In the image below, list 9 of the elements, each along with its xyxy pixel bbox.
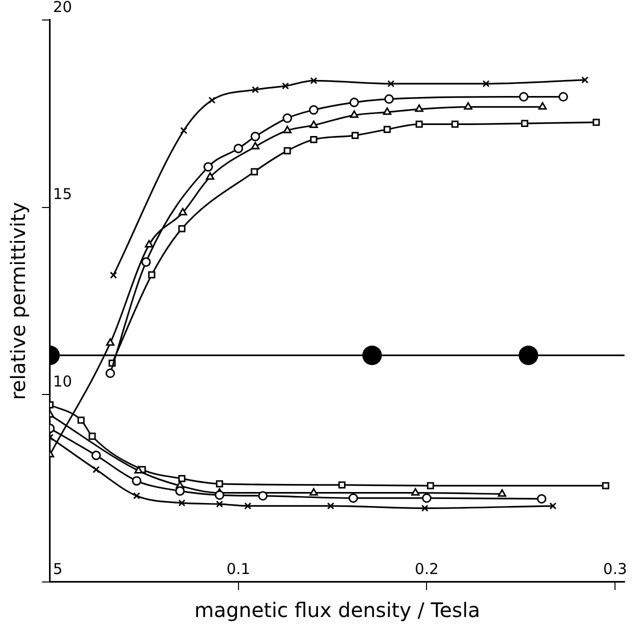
- y-tick-label: 20: [53, 0, 72, 16]
- y-tick-label: 5: [53, 560, 63, 578]
- x-tick-label: 0.1: [226, 560, 250, 578]
- x-tick-label: 0.2: [414, 560, 439, 578]
- x-axis-title: magnetic flux density / Tesla: [194, 598, 480, 622]
- x-tick-label: 0.3: [603, 560, 628, 578]
- y-tick-label: 10: [53, 372, 72, 391]
- y-tick-label: 15: [53, 185, 72, 204]
- y-axis-title: relative permittivity: [6, 202, 30, 400]
